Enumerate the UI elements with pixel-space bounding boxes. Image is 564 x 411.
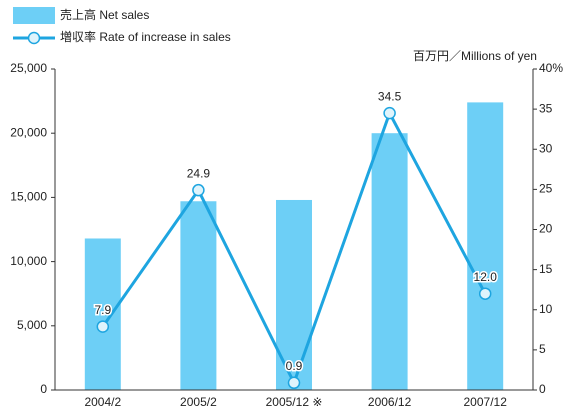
data-label: 34.5	[378, 89, 402, 103]
x-tick-label: 2005/12 ※	[266, 395, 323, 409]
y2-tick-label: 15	[539, 262, 553, 276]
line-marker	[287, 376, 301, 390]
x-tick-label: 2006/12	[368, 395, 412, 409]
data-label: 0.9	[286, 359, 303, 373]
y2-tick-label: 30	[539, 141, 553, 155]
y-tick-label: 20,000	[10, 125, 47, 139]
line-marker	[96, 320, 110, 333]
bar	[84, 238, 121, 390]
line-marker	[478, 287, 492, 300]
data-label: 24.9	[187, 166, 211, 180]
y2-tick-label: 40%	[539, 61, 563, 75]
legend-swatch	[13, 7, 55, 24]
line-marker	[192, 183, 205, 197]
data-label: 7.9	[94, 303, 111, 317]
y-tick-label: 0	[40, 382, 47, 396]
unit-label: 百万円／Millions of yen	[413, 49, 537, 63]
y-tick-label: 25,000	[10, 61, 47, 75]
x-tick-label: 2004/2	[84, 395, 121, 409]
data-label: 12.0	[474, 270, 498, 284]
y2-tick-label: 0	[539, 382, 546, 396]
x-tick-label: 2007/12	[464, 395, 508, 409]
y2-tick-label: 35	[539, 101, 553, 115]
bar	[180, 201, 217, 390]
legend-label: 売上高 Net sales	[60, 7, 149, 22]
y-tick-label: 10,000	[10, 254, 47, 268]
y2-tick-label: 10	[539, 302, 553, 316]
legend-label: 増収率 Rate of increase in sales	[60, 29, 231, 44]
y-tick-label: 5,000	[17, 318, 47, 332]
bar	[371, 133, 408, 390]
bar	[467, 102, 504, 390]
x-tick-label: 2005/2	[180, 395, 217, 409]
legend-marker	[27, 31, 41, 45]
y2-tick-label: 25	[539, 182, 553, 196]
y-tick-label: 15,000	[10, 190, 47, 204]
line-marker	[383, 106, 396, 120]
y2-tick-label: 5	[539, 342, 546, 356]
y2-tick-label: 20	[539, 222, 553, 236]
